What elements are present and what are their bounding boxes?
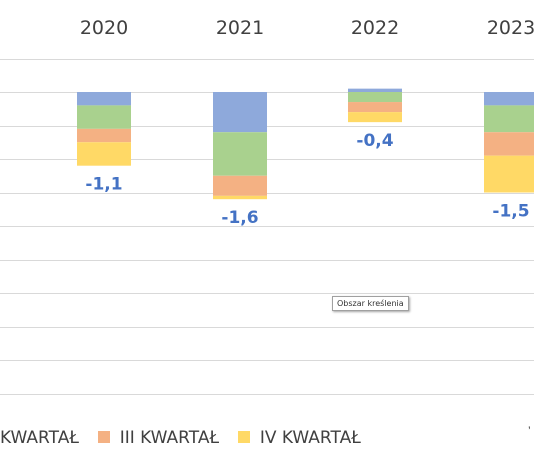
legend-label: III KWARTAŁ bbox=[119, 428, 220, 448]
bar-segment bbox=[348, 92, 402, 103]
legend-item-iii-kwartal: III KWARTAŁ bbox=[98, 428, 219, 448]
data-label-total: -0,4 bbox=[356, 131, 393, 151]
legend-label: KWARTAŁ bbox=[0, 428, 79, 448]
legend-swatch-iv bbox=[238, 431, 251, 443]
bar-segment bbox=[484, 105, 534, 133]
data-label-total: -1,1 bbox=[85, 175, 122, 195]
data-label-total: -1,6 bbox=[221, 208, 258, 228]
bar-segment bbox=[77, 92, 131, 106]
bar-segment bbox=[348, 102, 402, 113]
category-label: 2022 bbox=[351, 17, 399, 39]
bar-segment bbox=[77, 128, 131, 143]
corner-mark: ’ bbox=[528, 424, 531, 438]
bar-segment bbox=[77, 105, 131, 129]
bar-segment bbox=[77, 142, 131, 166]
bar-segment bbox=[213, 92, 267, 133]
legend-label: IV KWARTAŁ bbox=[259, 428, 361, 448]
bar-segment bbox=[484, 132, 534, 156]
bar-segment bbox=[484, 155, 534, 193]
bar-segment bbox=[484, 92, 534, 106]
bar-segment bbox=[213, 132, 267, 176]
category-label: 2020 bbox=[80, 17, 128, 39]
legend: KWARTAŁ III KWARTAŁ IV KWARTAŁ bbox=[0, 428, 375, 448]
bar-segment bbox=[348, 88, 402, 92]
category-label: 2021 bbox=[216, 17, 264, 39]
legend-item-ii-kwartal: KWARTAŁ bbox=[0, 428, 79, 448]
legend-item-iv-kwartal: IV KWARTAŁ bbox=[238, 428, 361, 448]
bar-segment bbox=[213, 175, 267, 196]
plot-area-tooltip: Obszar kreślenia bbox=[332, 296, 409, 311]
legend-swatch-iii bbox=[98, 431, 111, 443]
category-label: 2023 bbox=[487, 17, 534, 39]
bar-segment bbox=[213, 195, 267, 200]
data-label-total: -1,5 bbox=[492, 202, 529, 222]
bar-segment bbox=[348, 112, 402, 123]
